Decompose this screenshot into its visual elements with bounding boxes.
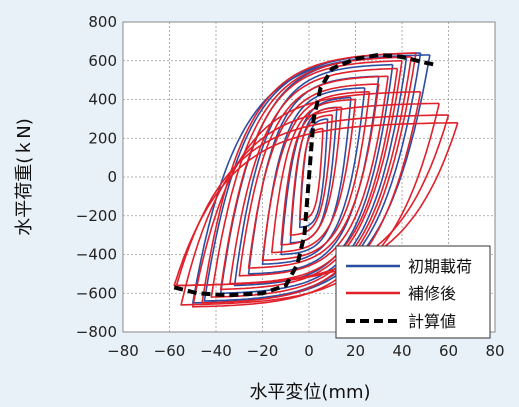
x-tick-labels: −80 −60 −40 −20 0 20 40 60 80 <box>107 342 504 360</box>
hysteresis-loop <box>298 118 329 229</box>
legend: 初期載荷 補修後 計算値 <box>335 245 491 339</box>
x-axis-label: 水平変位(mm) <box>249 382 370 403</box>
x-tick-label: 80 <box>485 342 504 360</box>
hysteresis-loop <box>289 114 334 236</box>
x-tick-label: 20 <box>346 342 365 360</box>
y-tick-label: 400 <box>88 91 117 109</box>
x-tick-label: 0 <box>304 342 314 360</box>
hysteresis-loop <box>298 127 324 221</box>
hysteresis-loop <box>247 83 380 269</box>
hysteresis-loop <box>280 106 343 246</box>
hysteresis-loop <box>261 87 366 265</box>
hysteresis-loop <box>271 98 357 254</box>
legend-label-calculated: 計算値 <box>408 312 456 331</box>
x-tick-label: 40 <box>392 342 411 360</box>
y-tick-label: −800 <box>76 323 117 341</box>
y-tick-label: −200 <box>76 207 117 225</box>
y-tick-label: 0 <box>107 168 117 186</box>
y-tick-label: 600 <box>88 52 117 70</box>
y-tick-labels: 800 600 400 200 0 −200 −400 −600 −800 <box>76 13 117 341</box>
y-tick-label: 200 <box>88 129 117 147</box>
hysteresis-loop <box>261 91 371 262</box>
legend-label-repaired: 補修後 <box>408 284 456 303</box>
x-tick-label: −80 <box>107 342 139 360</box>
x-tick-label: −40 <box>200 342 232 360</box>
x-tick-label: 60 <box>439 342 458 360</box>
x-tick-label: −20 <box>247 342 279 360</box>
legend-label-initial: 初期載荷 <box>408 257 472 276</box>
y-tick-label: 800 <box>88 13 117 31</box>
x-tick-label: −60 <box>154 342 186 360</box>
y-tick-label: −400 <box>76 246 117 264</box>
hysteresis-loop <box>238 75 389 277</box>
y-axis-label: 水平荷重(ｋN) <box>14 118 35 236</box>
y-tick-label: −600 <box>76 284 117 302</box>
calculated-curve <box>173 52 436 298</box>
